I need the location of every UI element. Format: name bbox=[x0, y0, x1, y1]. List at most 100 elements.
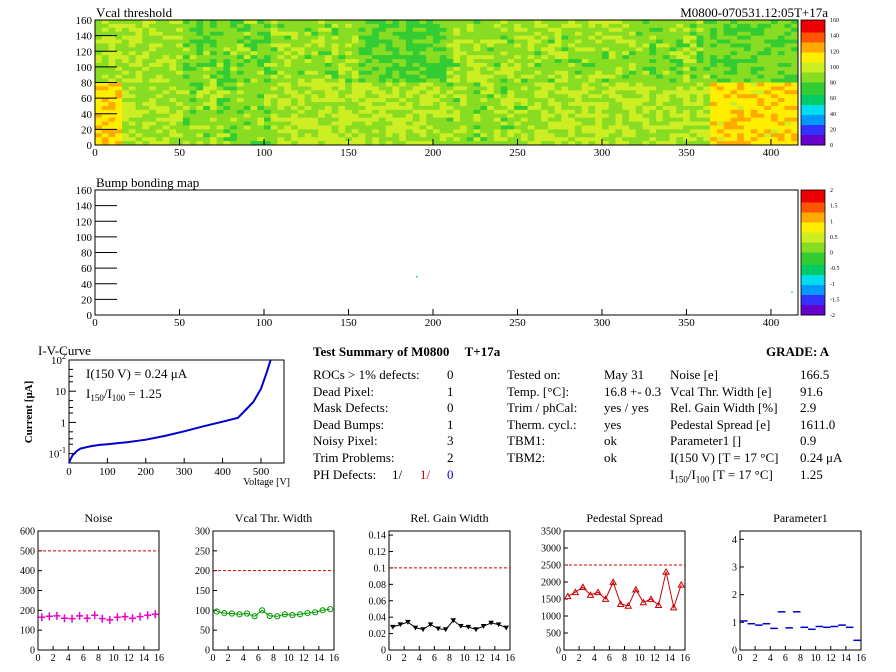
vcal-cell bbox=[473, 47, 481, 52]
vcal-palette-band bbox=[801, 22, 825, 26]
condition-row: TBM2: ok bbox=[507, 450, 647, 467]
vcal-cell bbox=[412, 105, 420, 111]
vcal-cell bbox=[345, 102, 353, 107]
vcal-cell bbox=[683, 105, 691, 111]
vcal-cell bbox=[446, 90, 454, 95]
vcal-cell bbox=[656, 62, 664, 68]
vcal-cell bbox=[135, 98, 143, 103]
vcal-cell bbox=[595, 82, 603, 87]
vcal-cell bbox=[345, 113, 353, 119]
vcal-cell bbox=[588, 20, 596, 25]
vcal-cell bbox=[710, 59, 718, 64]
rel-gain-width-xtick-label: 4 bbox=[417, 653, 422, 664]
vcal-cell bbox=[250, 113, 258, 119]
vcal-cell bbox=[743, 129, 752, 134]
vcal-cell bbox=[331, 55, 339, 60]
pedestal-spread-point bbox=[624, 601, 633, 609]
vcal-cell bbox=[439, 43, 447, 48]
vcal-cell bbox=[216, 117, 224, 122]
vcal-cell bbox=[277, 27, 285, 33]
pedestal-spread-point bbox=[662, 567, 670, 575]
vcal-cell bbox=[291, 43, 299, 48]
vcal-cell bbox=[608, 59, 616, 64]
rel-gain-width-point bbox=[458, 624, 464, 629]
vcal-cell bbox=[419, 31, 427, 37]
vcal-cell bbox=[318, 70, 326, 76]
vcal-cell bbox=[750, 98, 758, 103]
vcal-cell bbox=[574, 74, 583, 79]
noise-xtick-label: 14 bbox=[139, 653, 149, 664]
vcal-cell bbox=[656, 74, 664, 79]
vcal-cell bbox=[203, 39, 211, 44]
vcal-cell bbox=[480, 27, 488, 33]
vcal-cell bbox=[216, 86, 224, 91]
vcal-cell bbox=[669, 129, 677, 134]
vcal-cell bbox=[466, 70, 474, 76]
vcal-cell bbox=[642, 39, 650, 44]
vcal-cell bbox=[534, 137, 542, 142]
vcal-cell bbox=[608, 141, 616, 146]
vcal-cell bbox=[777, 78, 785, 83]
vcal-cell bbox=[791, 27, 799, 33]
vcal-cell bbox=[615, 27, 623, 33]
vcal-cell bbox=[689, 20, 698, 25]
vcal-cell bbox=[95, 43, 103, 48]
vcal-palette-label: 120 bbox=[830, 49, 839, 55]
vcal-cell bbox=[730, 90, 738, 95]
vcal-cell bbox=[405, 78, 414, 83]
vcal-cell bbox=[338, 74, 346, 79]
vcal-cell bbox=[487, 121, 495, 126]
vcal-cell bbox=[149, 27, 157, 33]
vcal-cell bbox=[291, 20, 299, 25]
vcal-cell bbox=[155, 90, 163, 95]
vcal-cell bbox=[574, 20, 583, 25]
vcal-cell bbox=[432, 59, 441, 64]
vcal-cell bbox=[311, 66, 319, 72]
vcal-cell bbox=[351, 23, 360, 29]
vcal-cell bbox=[135, 78, 143, 83]
vcal-cell bbox=[547, 47, 556, 52]
vcal-cell bbox=[568, 133, 576, 138]
vcal-cell bbox=[514, 55, 522, 60]
vcal-cell bbox=[135, 20, 143, 25]
vcal-cell bbox=[642, 105, 650, 111]
vcal-cell bbox=[385, 105, 393, 111]
vcal-cell bbox=[142, 59, 150, 64]
vcal-cell bbox=[764, 82, 772, 87]
vcal-cell bbox=[642, 51, 650, 56]
vcal-cell bbox=[703, 133, 711, 138]
defect-value: 1 bbox=[447, 416, 454, 432]
vcal-palette-band bbox=[801, 35, 825, 38]
vcal-cell bbox=[710, 94, 718, 99]
vcal-cell bbox=[541, 133, 549, 138]
vcal-cell bbox=[351, 62, 360, 68]
bump-palette-band bbox=[801, 215, 825, 218]
vcal-cell bbox=[581, 102, 589, 107]
vcal-cell bbox=[662, 39, 670, 44]
iv-xtick-label: 200 bbox=[138, 466, 155, 478]
vcal-cell bbox=[351, 74, 360, 79]
vcal-cell bbox=[493, 27, 501, 33]
vcal-cell bbox=[642, 94, 650, 99]
vcal-cell bbox=[399, 133, 407, 138]
vcal-cell bbox=[257, 27, 265, 33]
vcal-cell bbox=[108, 137, 116, 142]
vcal-cell bbox=[547, 31, 556, 37]
vcal-cell bbox=[270, 47, 278, 52]
vcal-cell bbox=[432, 20, 441, 25]
vcal-cell bbox=[723, 137, 731, 142]
vcal-cell bbox=[547, 141, 556, 146]
vcal-cell bbox=[351, 70, 360, 76]
vcal-cell bbox=[385, 117, 393, 122]
vcal-palette-band bbox=[801, 125, 825, 128]
vcal-cell bbox=[480, 109, 488, 115]
vcal-ytick-label: 80 bbox=[81, 78, 93, 90]
vcal-cell bbox=[689, 137, 698, 142]
vcal-cell bbox=[189, 59, 197, 64]
vcal-cell bbox=[270, 23, 278, 29]
vcal-palette-band bbox=[801, 62, 825, 66]
vcal-cell bbox=[277, 86, 285, 91]
vcal-cell bbox=[291, 109, 299, 115]
vcal-cell bbox=[128, 51, 136, 56]
vcal-cell bbox=[595, 20, 603, 25]
